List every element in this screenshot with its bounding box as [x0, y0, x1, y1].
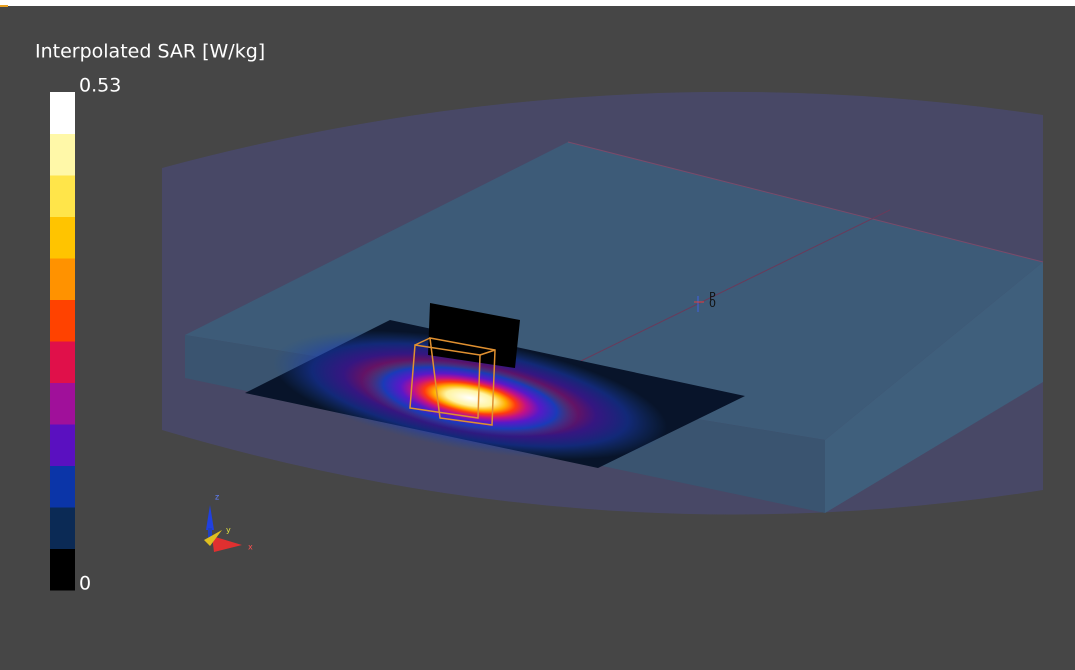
- axis-triad: z y x: [204, 493, 253, 552]
- slab-right: [825, 262, 1043, 513]
- colorbar-segment: [50, 133, 75, 176]
- colorbar-segment: [50, 299, 75, 342]
- vertical-plane: [428, 303, 520, 368]
- colorbar-segment: [50, 465, 75, 508]
- top-band: [0, 0, 1075, 6]
- colorbar-segment: [50, 92, 75, 134]
- probe-label: P: [709, 290, 716, 303]
- colorbar-min: 0: [79, 573, 91, 595]
- device-box: [409, 337, 496, 426]
- colorbar-max: 0.53: [79, 75, 121, 97]
- axis-label: x: [248, 543, 253, 552]
- colorbar-segment: [50, 216, 75, 259]
- axis-label: z: [215, 493, 219, 502]
- colorbar-title: Interpolated SAR [W/kg]: [35, 41, 265, 63]
- colorbar-segment: [50, 258, 75, 300]
- probe: P 0: [694, 290, 716, 312]
- slab-edge: [567, 141, 1044, 263]
- sar-hotspot: [361, 359, 579, 437]
- probe-sub-label: 0: [709, 297, 716, 310]
- colorbar-segment: [50, 548, 75, 591]
- colorbar-segment: [50, 382, 75, 425]
- colorbar: [50, 92, 75, 591]
- axis-label: y: [226, 526, 231, 535]
- colorbar-segment: [50, 175, 75, 217]
- colorbar-segment: [50, 341, 75, 383]
- colorbar-segment: [50, 424, 75, 466]
- colorbar-segment: [50, 507, 75, 549]
